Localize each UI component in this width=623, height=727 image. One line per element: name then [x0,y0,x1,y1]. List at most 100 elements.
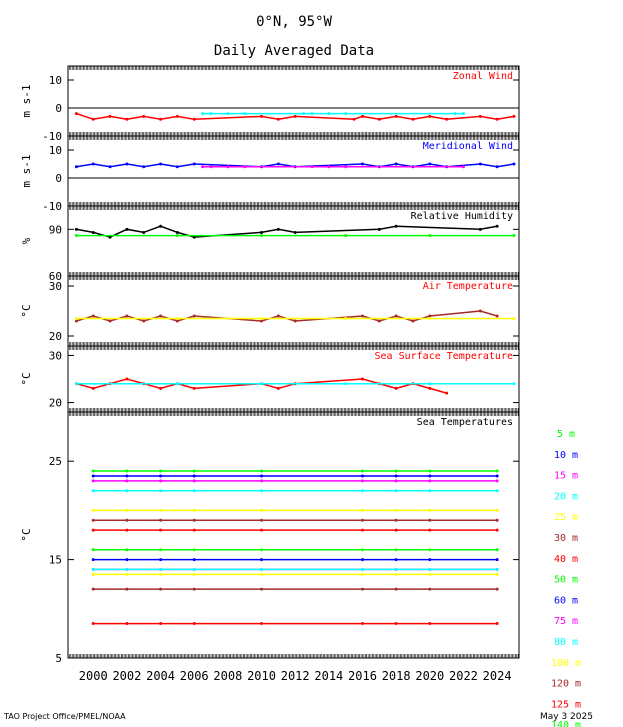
data-point [209,112,213,116]
data-point [360,114,364,118]
data-point [125,587,129,591]
legend-entry: 10 m [554,450,578,461]
data-point [159,548,163,552]
data-point [125,518,129,522]
y-axis-label: % [20,237,33,244]
data-point [159,489,163,493]
data-point [108,319,112,323]
data-point [360,572,364,576]
data-point [125,572,129,576]
data-point [293,319,297,323]
y-tick-label: 10 [49,144,62,157]
y-axis-label: °C [20,528,33,541]
data-point [495,558,499,562]
data-point [91,508,95,512]
data-point [260,567,264,571]
data-point [495,479,499,483]
data-point [260,317,264,320]
data-point [260,518,264,522]
data-point [360,469,364,473]
data-point [344,234,348,238]
data-point [125,117,129,121]
data-point [260,558,264,562]
legend-entry: 100 m [551,658,581,669]
data-point [428,382,432,386]
data-point [125,227,129,231]
data-point [74,227,78,231]
data-point [74,234,78,238]
data-point [377,117,381,121]
data-point [394,528,398,532]
data-point [192,508,196,512]
data-point [108,165,112,169]
data-point [260,508,264,512]
data-point [260,234,264,238]
data-point [360,474,364,478]
data-point [344,382,348,386]
data-point [428,528,432,532]
data-point [478,162,482,166]
data-point [512,162,516,166]
data-point [192,622,196,626]
data-point [495,224,499,228]
panel-label: Meridional Wind [423,141,513,152]
data-point [159,479,163,483]
data-point [428,508,432,512]
data-point [360,558,364,562]
y-axis-label: °C [20,304,33,317]
data-point [125,567,129,571]
data-point [394,489,398,493]
depth-legend: 5 m 10 m 15 m 20 m 25 m 30 m 40 m 50 m 60 m 75 m 8… [551,429,581,727]
data-point [192,117,196,121]
data-point [260,622,264,626]
data-point [175,382,179,386]
x-tick-label: 2008 [213,669,242,683]
data-point [159,622,163,626]
series-line [76,378,447,394]
data-point [428,474,432,478]
data-point [192,474,196,478]
data-point [327,165,331,169]
footer-credit: TAO Project Office/PMEL/NOAA [4,712,126,721]
data-point [125,508,129,512]
data-point [360,479,364,483]
legend-entry: 5 m [557,429,575,440]
data-point [226,165,230,169]
panel-frame [67,65,520,137]
data-point [192,587,196,591]
data-point [91,469,95,473]
data-point [91,558,95,562]
data-point [125,474,129,478]
data-point [159,117,163,121]
data-point [91,230,95,234]
data-point [310,165,314,169]
data-point [175,234,179,238]
data-point [495,587,499,591]
data-point [159,314,163,318]
data-point [360,377,364,381]
data-point [495,548,499,552]
data-point [360,567,364,571]
data-point [91,474,95,478]
data-point [159,518,163,522]
data-point [360,518,364,522]
data-point [276,314,280,318]
data-point [260,469,264,473]
data-point [260,230,264,234]
data-point [394,622,398,626]
data-point [159,587,163,591]
y-axis-label: m s-1 [20,154,33,187]
data-point [260,528,264,532]
data-point [142,114,146,118]
data-point [175,165,179,169]
data-point [302,112,306,116]
data-point [360,528,364,532]
data-point [360,622,364,626]
data-point [260,319,264,323]
data-point [91,548,95,552]
data-point [74,112,78,116]
data-point [512,317,516,320]
data-point [243,165,247,169]
data-point [125,622,129,626]
